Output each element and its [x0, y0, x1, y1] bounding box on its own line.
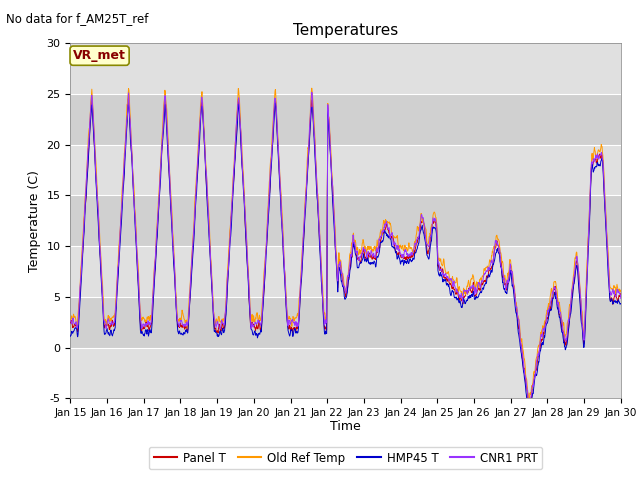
HMP45 T [175, 328, 183, 334]
Old Ref Temp [431, 212, 439, 218]
CNR1 PRT [431, 217, 439, 223]
Old Ref Temp [552, 283, 560, 289]
Panel T [251, 325, 259, 331]
Bar [70, 195, 621, 246]
Legend: Panel T, Old Ref Temp, HMP45 T, CNR1 PRT: Panel T, Old Ref Temp, HMP45 T, CNR1 PRT [149, 447, 542, 469]
Bar [70, 297, 621, 348]
Bar [70, 348, 621, 398]
Old Ref Temp [308, 85, 316, 91]
Bar [70, 43, 621, 94]
HMP45 T [617, 300, 625, 306]
CNR1 PRT [250, 322, 258, 327]
Old Ref Temp [525, 397, 533, 403]
Old Ref Temp [175, 316, 183, 322]
Panel T [552, 290, 560, 296]
Panel T [431, 220, 439, 226]
HMP45 T [504, 288, 511, 294]
Bar [70, 246, 621, 297]
Panel T [88, 95, 95, 100]
Panel T [176, 324, 184, 329]
CNR1 PRT [504, 277, 511, 283]
Old Ref Temp [189, 238, 196, 244]
Bar [70, 94, 621, 144]
HMP45 T [525, 412, 533, 418]
Panel T [525, 407, 533, 413]
HMP45 T [189, 252, 196, 258]
Text: No data for f_AM25T_ref: No data for f_AM25T_ref [6, 12, 148, 25]
HMP45 T [67, 334, 74, 339]
HMP45 T [271, 100, 279, 106]
X-axis label: Time: Time [330, 420, 361, 432]
Panel T [504, 284, 511, 289]
Old Ref Temp [67, 317, 74, 323]
Y-axis label: Temperature (C): Temperature (C) [28, 170, 41, 272]
CNR1 PRT [308, 89, 316, 95]
HMP45 T [431, 225, 439, 231]
Line: HMP45 T: HMP45 T [70, 103, 621, 415]
Bar [70, 144, 621, 195]
Title: Temperatures: Temperatures [293, 23, 398, 38]
CNR1 PRT [617, 296, 625, 301]
Line: CNR1 PRT: CNR1 PRT [70, 92, 621, 407]
CNR1 PRT [552, 289, 560, 295]
HMP45 T [552, 295, 560, 300]
CNR1 PRT [525, 404, 533, 410]
CNR1 PRT [67, 317, 74, 323]
CNR1 PRT [175, 324, 183, 329]
Old Ref Temp [250, 317, 258, 323]
Line: Old Ref Temp: Old Ref Temp [70, 88, 621, 400]
Panel T [617, 290, 625, 296]
Line: Panel T: Panel T [70, 97, 621, 410]
Old Ref Temp [617, 287, 625, 293]
Old Ref Temp [504, 276, 511, 281]
HMP45 T [250, 329, 258, 335]
Text: VR_met: VR_met [73, 49, 126, 62]
Panel T [67, 319, 74, 325]
Panel T [189, 240, 197, 246]
CNR1 PRT [189, 242, 196, 248]
